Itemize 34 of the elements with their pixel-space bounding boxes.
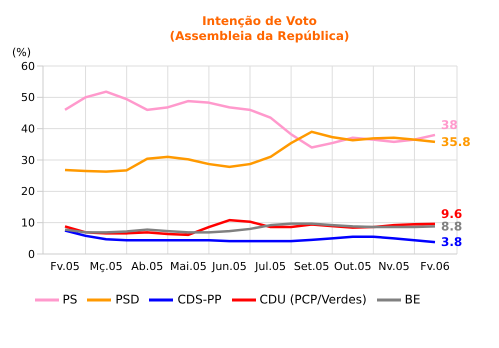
line-series — [64, 222, 436, 234]
data-label: 3.8 — [441, 235, 462, 250]
line-series — [64, 229, 436, 244]
y-axis-title: (%) — [12, 46, 32, 60]
legend-label: CDS-PP — [177, 292, 222, 306]
x-tick-label: Fv.05 — [50, 260, 80, 273]
y-tick-label: 10 — [21, 216, 35, 230]
line-series — [64, 90, 436, 149]
y-tick-label: 30 — [21, 154, 35, 167]
data-label: 8.8 — [441, 219, 462, 234]
y-tick-label: 20 — [21, 185, 35, 198]
data-label: 38 — [441, 118, 458, 132]
data-label: 35.8 — [441, 134, 471, 149]
y-tick-label: 60 — [21, 60, 35, 73]
x-tick-label: Out.05 — [334, 260, 372, 273]
chart-subtitle: (Assembleia da República) — [168, 29, 350, 44]
x-tick-label: Fv.06 — [420, 260, 450, 273]
y-tick-label: 50 — [21, 91, 35, 104]
legend-label: BE — [404, 292, 420, 306]
x-tick-label: Ab.05 — [131, 260, 164, 273]
y-tick-label: 40 — [21, 122, 35, 136]
x-tick-label: Jul.05 — [254, 260, 286, 273]
line-series — [64, 130, 436, 173]
x-tick-label: Set.05 — [294, 260, 330, 273]
chart-title: Intenção de Voto — [201, 14, 318, 29]
x-tick-label: Mç.05 — [90, 260, 123, 273]
data-label: 9.6 — [441, 206, 462, 221]
legend-label: PSD — [115, 292, 140, 306]
x-tick-label: Nv.05 — [378, 260, 410, 273]
legend-label: CDU (PCP/Verdes) — [260, 292, 367, 306]
legend-label: PS — [62, 292, 78, 306]
x-tick-label: Jun.05 — [211, 260, 247, 273]
x-tick-label: Mai.05 — [170, 260, 207, 273]
y-tick-label: 0 — [28, 248, 35, 261]
